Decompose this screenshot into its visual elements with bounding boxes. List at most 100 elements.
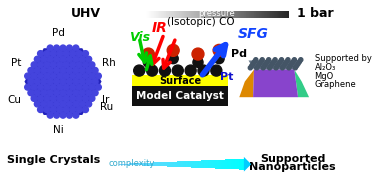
Bar [187,11,188,18]
Bar [150,163,151,166]
Bar [174,11,175,18]
Circle shape [260,58,264,62]
Bar [271,11,273,18]
Bar [223,11,224,18]
Bar [287,11,288,18]
Bar [269,11,271,18]
Bar [224,160,226,169]
Bar [245,11,246,18]
Bar [130,163,132,165]
Circle shape [254,58,258,62]
Bar [222,11,223,18]
Bar [142,163,143,166]
Bar [123,164,124,165]
Bar [160,11,161,18]
Circle shape [86,79,92,84]
Bar [279,11,280,18]
Circle shape [273,58,277,62]
Bar [161,11,162,18]
Circle shape [73,90,79,96]
Bar [149,11,150,18]
Bar [151,163,152,166]
Circle shape [259,60,263,64]
Bar [152,11,153,18]
Bar [178,11,179,18]
Bar [262,11,263,18]
Bar [282,11,283,18]
Bar [213,160,214,168]
Circle shape [47,67,53,73]
Bar [228,11,229,18]
Bar [248,11,249,18]
Circle shape [214,54,224,64]
Circle shape [60,112,66,118]
Circle shape [60,79,66,84]
Circle shape [41,67,47,73]
Circle shape [86,67,92,73]
Bar [146,163,147,166]
Circle shape [50,62,56,68]
Circle shape [38,95,44,101]
Text: Rh: Rh [103,58,116,68]
Circle shape [79,67,85,73]
Bar [158,11,159,18]
Text: Single Crystals: Single Crystals [7,155,100,165]
Circle shape [96,84,101,90]
Circle shape [76,51,82,57]
Bar [285,11,286,18]
Bar [232,159,233,169]
Circle shape [248,66,252,70]
Circle shape [34,56,40,62]
Circle shape [251,62,255,66]
Circle shape [159,65,170,76]
Bar [176,162,177,167]
Circle shape [54,67,59,73]
Bar [166,11,167,18]
Bar [139,163,141,165]
Bar [228,159,229,169]
Circle shape [265,60,269,64]
Circle shape [299,58,303,62]
Bar [238,159,240,170]
Bar [171,162,173,167]
Bar [254,11,255,18]
Bar [199,161,200,168]
Text: complexity: complexity [108,159,155,168]
Bar [194,11,196,18]
Bar [239,11,240,18]
Bar [194,11,195,18]
Bar [216,160,218,169]
Bar [227,159,228,169]
Bar [251,11,252,18]
Bar [162,162,164,166]
Bar [217,11,218,18]
Circle shape [83,51,88,57]
Bar [148,163,149,166]
Bar [274,11,276,18]
Circle shape [277,62,281,66]
Bar [196,11,197,18]
Circle shape [168,54,178,64]
Circle shape [63,95,69,101]
Bar [226,11,227,18]
Circle shape [89,84,95,90]
Circle shape [67,67,72,73]
Bar [183,161,185,167]
Bar [188,161,190,167]
Circle shape [25,73,30,79]
Bar [125,164,126,165]
Circle shape [290,62,294,66]
Circle shape [293,66,297,70]
Circle shape [73,45,79,51]
Text: Ir: Ir [103,95,110,105]
Bar [179,11,180,18]
Bar [204,11,205,18]
Circle shape [76,62,82,68]
Bar [212,11,213,18]
Bar [201,11,202,18]
Bar [167,11,168,18]
Bar [223,160,225,169]
Bar [168,11,169,18]
Bar [176,162,178,167]
Bar [180,161,181,167]
